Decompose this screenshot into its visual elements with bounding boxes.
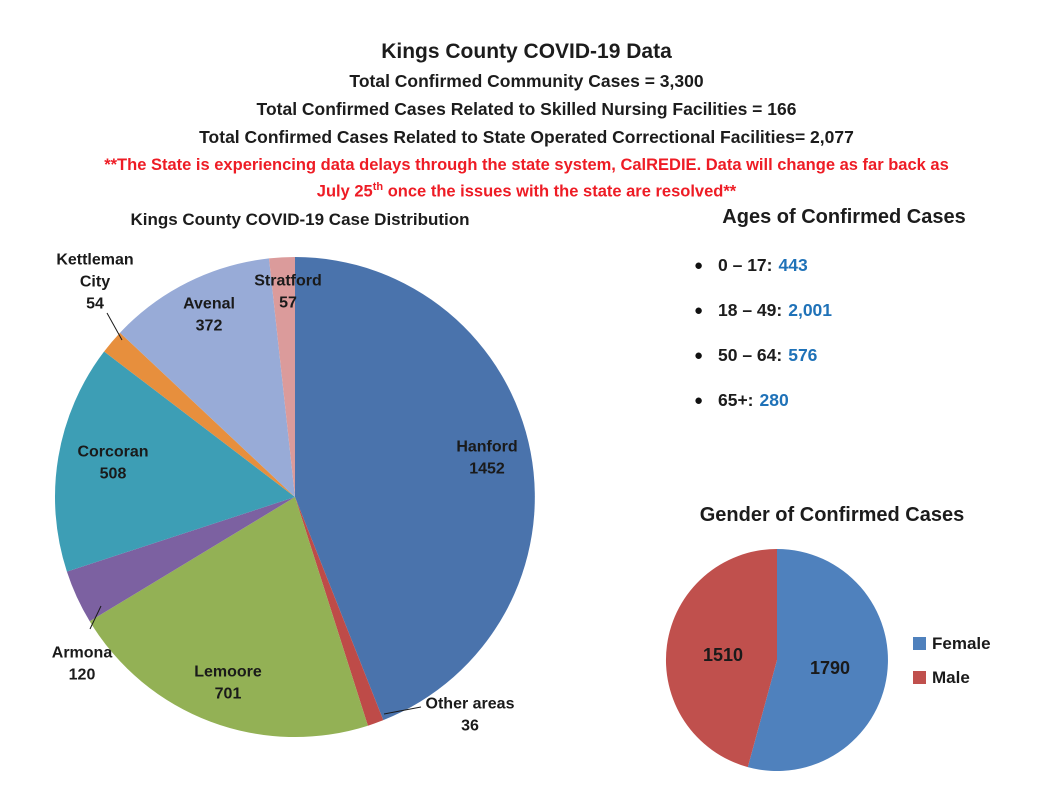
age-value: 280 bbox=[759, 389, 789, 410]
page-title: Kings County COVID-19 Data bbox=[381, 40, 672, 63]
age-range-label: 18 – 49: bbox=[718, 299, 783, 320]
svg-text:120: 120 bbox=[69, 667, 96, 684]
pie-slice-corcoran bbox=[54, 351, 295, 572]
svg-text:Stratford: Stratford bbox=[254, 273, 322, 290]
svg-text:Armona: Armona bbox=[52, 645, 113, 662]
case-distribution-pie: Hanford 1452 Other areas 36 Lemoore 701 Armona… bbox=[52, 252, 535, 738]
bullet-icon: ● bbox=[694, 256, 704, 274]
svg-text:Kettleman: Kettleman bbox=[56, 252, 133, 269]
pie-slice-hanford bbox=[295, 257, 535, 721]
pie-slice-female bbox=[747, 549, 888, 771]
pie-value-female: 1790 bbox=[810, 658, 850, 678]
age-range-label: 0 – 17: bbox=[718, 254, 773, 275]
ages-list: ● 0 – 17: 443 ● 18 – 49: 2,001 ● 50 – 64… bbox=[694, 253, 1014, 412]
gender-chart-title: Gender of Confirmed Cases bbox=[699, 504, 965, 526]
pie-label-stratford: Stratford 57 bbox=[254, 273, 322, 312]
pie-label-avenal: Avenal 372 bbox=[183, 296, 235, 335]
ages-heading: Ages of Confirmed Cases bbox=[722, 206, 966, 228]
pie-slice-kettleman-city bbox=[104, 332, 295, 497]
pie-label-kettleman-city: Kettleman City 54 bbox=[56, 252, 133, 313]
svg-text:36: 36 bbox=[461, 718, 479, 735]
pie-slice-other-areas bbox=[295, 497, 384, 726]
svg-text:1452: 1452 bbox=[469, 461, 505, 478]
svg-text:Lemoore: Lemoore bbox=[194, 664, 262, 681]
pie-label-other-areas: Other areas 36 bbox=[426, 696, 515, 735]
age-row-0-17: ● 0 – 17: 443 bbox=[694, 253, 1014, 277]
svg-text:508: 508 bbox=[100, 466, 127, 483]
pie-value-male: 1510 bbox=[703, 645, 743, 665]
pie-slice-armona bbox=[66, 497, 296, 622]
svg-text:701: 701 bbox=[215, 686, 242, 703]
legend-label-female: Female bbox=[932, 634, 991, 653]
svg-text:54: 54 bbox=[86, 296, 104, 313]
leader-line-1 bbox=[89, 605, 102, 630]
data-delay-warning: **The State is experiencing data delays … bbox=[0, 154, 1053, 203]
leader-line-0 bbox=[106, 312, 123, 341]
svg-text:Other areas: Other areas bbox=[426, 696, 515, 713]
warning-line-1: **The State is experiencing data delays … bbox=[104, 156, 949, 174]
pie-label-corcoran: Corcoran 508 bbox=[77, 444, 148, 483]
age-row-65-plus: ● 65+: 280 bbox=[694, 388, 1014, 412]
age-range-label: 50 – 64: bbox=[718, 344, 783, 365]
svg-text:Hanford: Hanford bbox=[456, 439, 517, 456]
pie-slice-lemoore bbox=[89, 497, 368, 738]
bullet-icon: ● bbox=[694, 391, 704, 409]
legend-swatch-male bbox=[913, 671, 926, 684]
ages-section: Ages of Confirmed Cases ● 0 – 17: 443 ● … bbox=[694, 206, 1014, 433]
pie-slice-avenal bbox=[120, 258, 295, 497]
svg-text:Avenal: Avenal bbox=[183, 296, 235, 313]
bullet-icon: ● bbox=[694, 346, 704, 364]
pie-label-hanford: Hanford 1452 bbox=[456, 439, 517, 478]
pie-slice-stratford bbox=[269, 256, 295, 497]
age-row-50-64: ● 50 – 64: 576 bbox=[694, 343, 1014, 367]
total-correctional-cases: Total Confirmed Cases Related to State O… bbox=[199, 127, 854, 147]
bullet-icon: ● bbox=[694, 301, 704, 319]
age-value: 443 bbox=[778, 254, 808, 275]
pie-slice-male bbox=[665, 549, 777, 768]
svg-text:Corcoran: Corcoran bbox=[77, 444, 148, 461]
pie-label-armona: Armona 120 bbox=[52, 645, 113, 684]
age-value: 576 bbox=[788, 344, 818, 365]
age-range-label: 65+: bbox=[718, 389, 754, 410]
total-snf-cases: Total Confirmed Cases Related to Skilled… bbox=[256, 99, 797, 119]
legend-label-male: Male bbox=[932, 668, 970, 687]
age-row-18-49: ● 18 – 49: 2,001 bbox=[694, 298, 1014, 322]
leader-line-2 bbox=[383, 706, 422, 715]
legend-swatch-female bbox=[913, 637, 926, 650]
warning-line-2: July 25th once the issues with the state… bbox=[316, 181, 737, 201]
gender-pie: 1790 1510 Female Male bbox=[665, 549, 991, 771]
svg-text:57: 57 bbox=[279, 295, 297, 312]
gender-legend: Female Male bbox=[913, 634, 991, 687]
svg-text:372: 372 bbox=[196, 318, 223, 335]
pie-label-lemoore: Lemoore 701 bbox=[194, 664, 262, 703]
total-community-cases: Total Confirmed Community Cases = 3,300 bbox=[349, 71, 704, 91]
svg-text:City: City bbox=[80, 274, 110, 291]
superscript-th: th bbox=[372, 181, 384, 193]
distribution-chart-title: Kings County COVID-19 Case Distribution bbox=[130, 210, 470, 229]
age-value: 2,001 bbox=[788, 299, 833, 320]
